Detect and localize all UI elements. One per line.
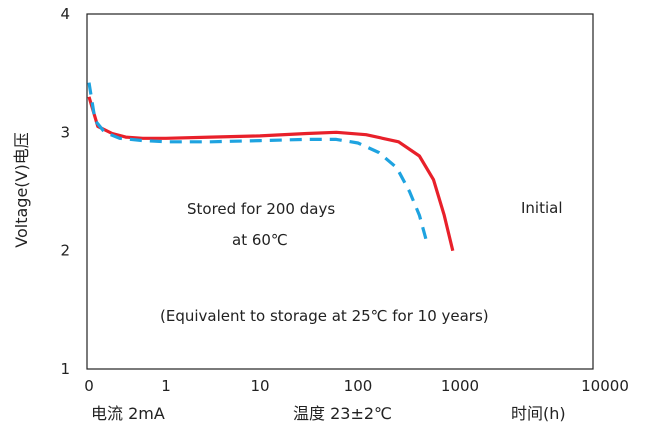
annotation-initial: Initial <box>521 199 563 217</box>
y-axis-label: Voltage(V)电压 <box>12 132 31 247</box>
series-line-stored <box>87 82 430 246</box>
x-tick-label: 10000 <box>581 377 629 395</box>
annotation-stored-line1: Stored for 200 days <box>187 200 335 218</box>
y-tick-label: 3 <box>60 123 70 141</box>
x-tick-label: 100 <box>344 377 373 395</box>
annotation-stored-line2: at 60℃ <box>232 231 288 249</box>
x-tick-label: 0 <box>84 377 94 395</box>
x-axis-ticks: 0 1 10 100 1000 10000 <box>84 377 629 395</box>
series-layer <box>87 82 455 252</box>
footer-temperature: 温度 23±2℃ <box>293 404 392 423</box>
annotation-equivalent: (Equivalent to storage at 25℃ for 10 yea… <box>160 307 489 325</box>
x-tick-label: 1000 <box>441 377 479 395</box>
x-tick-label: 1 <box>161 377 171 395</box>
y-axis-ticks: 1 2 3 4 <box>60 5 70 378</box>
plot-frame <box>86 13 594 370</box>
y-tick-label: 1 <box>60 360 70 378</box>
footer-current: 电流 2mA <box>91 404 165 423</box>
footer-time: 时间(h) <box>511 404 566 423</box>
y-tick-label: 4 <box>60 5 70 23</box>
series-line-initial <box>87 96 455 252</box>
y-tick-label: 2 <box>60 242 70 260</box>
x-tick-label: 10 <box>250 377 269 395</box>
